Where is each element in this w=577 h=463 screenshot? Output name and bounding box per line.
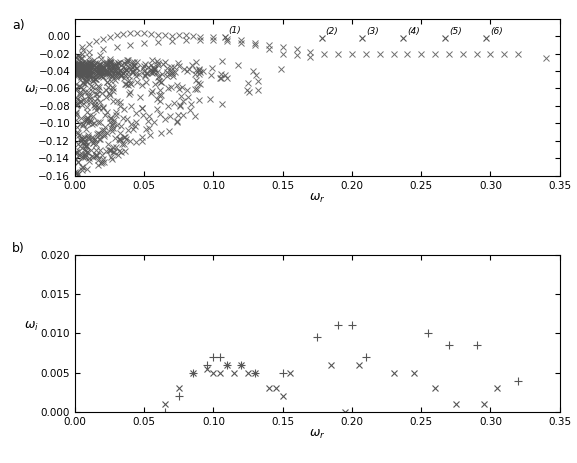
Text: b): b) [12, 242, 25, 255]
Text: (2): (2) [325, 27, 338, 36]
X-axis label: $\omega_r$: $\omega_r$ [309, 192, 325, 205]
X-axis label: $\omega_r$: $\omega_r$ [309, 428, 325, 441]
Text: a): a) [12, 19, 25, 31]
Y-axis label: $\omega_i$: $\omega_i$ [24, 84, 39, 97]
Text: (6): (6) [490, 27, 503, 36]
Text: (4): (4) [407, 27, 420, 36]
Text: (1): (1) [228, 26, 241, 35]
Text: (5): (5) [449, 27, 462, 36]
Y-axis label: $\omega_i$: $\omega_i$ [24, 320, 39, 333]
Text: (3): (3) [366, 27, 379, 36]
